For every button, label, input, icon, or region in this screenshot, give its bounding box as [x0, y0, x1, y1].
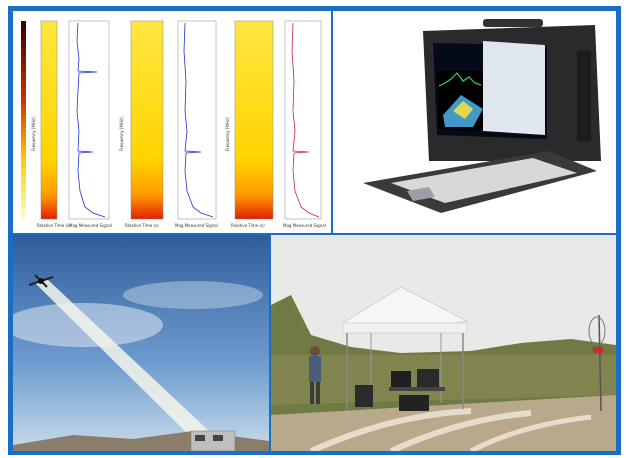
- time-axis-label-2: Relative Time (s): [125, 223, 159, 228]
- drone-beam-panel: [13, 235, 269, 451]
- equipment-rack: [417, 369, 439, 387]
- touchpad: [407, 187, 435, 201]
- colorbar: [21, 21, 26, 219]
- freq-axis-label-1: Frequency [MHz]: [31, 117, 36, 151]
- signal-axis-label-1: Mag Measured Signal: [69, 223, 112, 228]
- spectrogram-plots-panel: Frequency [MHz] Relative Time (s) Mag Me…: [13, 11, 331, 233]
- rugged-laptop-panel: [333, 11, 616, 233]
- drone-beam-photo: [13, 235, 269, 451]
- rugged-laptop-photo: [333, 11, 616, 233]
- signal-plot-1: [68, 20, 110, 220]
- screen-side-window: [483, 41, 545, 135]
- drone: [28, 274, 54, 288]
- freq-axis-label-3: Frequency [MHz]: [225, 117, 230, 151]
- signal-plot-3: [284, 20, 322, 220]
- keyboard: [391, 158, 577, 203]
- cloud: [123, 281, 263, 309]
- side-ports: [577, 51, 591, 141]
- signal-axis-label-3: Mag Measured Signal: [283, 223, 326, 228]
- image-frame: Frequency [MHz] Relative Time (s) Mag Me…: [8, 6, 621, 455]
- field-tent-panel: [271, 235, 616, 451]
- table: [389, 387, 445, 391]
- signal-trace-2: [183, 22, 214, 218]
- freq-axis-label-2: Frequency [MHz]: [119, 117, 124, 151]
- spectrogram-plots-figure: Frequency [MHz] Relative Time (s) Mag Me…: [13, 11, 331, 233]
- person: [309, 346, 321, 404]
- dirt-road: [271, 395, 616, 451]
- screen-3d-peak: [453, 101, 473, 119]
- spectrogram-3: [234, 20, 274, 220]
- equipment-case: [355, 385, 373, 407]
- antenna-mast: [588, 314, 606, 412]
- equipment-case: [399, 395, 429, 411]
- time-axis-label-3: Relative Time (s): [231, 223, 265, 228]
- field-tent-photo: [271, 235, 616, 451]
- signal-trace-3: [291, 22, 320, 218]
- light-beam: [35, 279, 209, 441]
- signal-trace-1: [76, 22, 106, 218]
- time-axis-label-1: Relative Time (s): [37, 223, 71, 228]
- spectrogram-2: [130, 20, 164, 220]
- screen-trace: [438, 72, 482, 87]
- laptop-handle: [483, 19, 543, 27]
- spectrogram-1: [40, 20, 58, 220]
- canopy-tent: [341, 286, 469, 411]
- signal-axis-label-2: Mag Measured Signal: [175, 223, 218, 228]
- monitor: [391, 371, 411, 387]
